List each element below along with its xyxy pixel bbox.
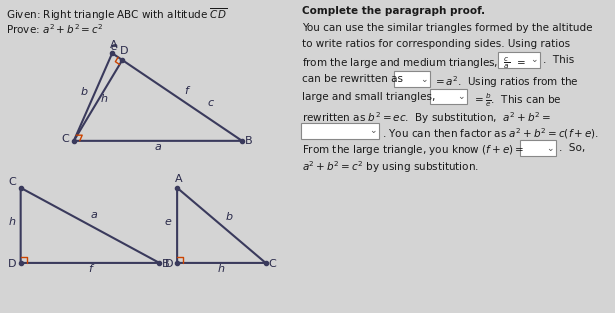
Text: A: A bbox=[175, 174, 183, 184]
Text: Prove: $a^2 + b^2 = c^2$: Prove: $a^2 + b^2 = c^2$ bbox=[6, 22, 104, 36]
Text: B: B bbox=[245, 136, 252, 146]
Text: c: c bbox=[207, 98, 213, 108]
Text: rewritten as $b^2 = ec$.  By substitution,  $a^2 + b^2 =$: rewritten as $b^2 = ec$. By substitution… bbox=[301, 110, 550, 126]
Text: to write ratios for corresponding sides. Using ratios: to write ratios for corresponding sides.… bbox=[301, 39, 569, 49]
Text: a: a bbox=[154, 141, 161, 151]
Text: ⌄: ⌄ bbox=[457, 92, 464, 101]
Text: C: C bbox=[62, 134, 69, 144]
Text: h: h bbox=[9, 217, 15, 227]
Text: .  This: . This bbox=[543, 55, 574, 65]
Text: .  So,: . So, bbox=[559, 143, 585, 153]
Text: e: e bbox=[111, 42, 117, 52]
Text: D: D bbox=[165, 259, 173, 269]
Text: C: C bbox=[9, 177, 16, 187]
Text: C: C bbox=[268, 259, 276, 269]
Text: large and small triangles,: large and small triangles, bbox=[301, 92, 442, 102]
Text: f: f bbox=[88, 264, 92, 274]
Text: From the large triangle, you know $(f + e) = $: From the large triangle, you know $(f + … bbox=[301, 143, 524, 157]
FancyBboxPatch shape bbox=[498, 52, 541, 68]
Text: D: D bbox=[119, 46, 128, 56]
Text: Complete the paragraph proof.: Complete the paragraph proof. bbox=[301, 6, 485, 16]
Text: ⌄: ⌄ bbox=[530, 55, 538, 64]
Text: ⌄: ⌄ bbox=[546, 144, 554, 152]
FancyBboxPatch shape bbox=[520, 140, 557, 156]
FancyBboxPatch shape bbox=[394, 71, 430, 87]
Text: D: D bbox=[8, 259, 17, 269]
Text: can be rewritten as: can be rewritten as bbox=[301, 74, 406, 85]
Text: $a^2 + b^2 = c^2$ by using substitution.: $a^2 + b^2 = c^2$ by using substitution. bbox=[301, 160, 478, 175]
Text: b: b bbox=[225, 212, 232, 222]
Text: A: A bbox=[110, 39, 117, 49]
Text: ⌄: ⌄ bbox=[420, 75, 427, 84]
Text: from the large and medium triangles,  $\frac{c}{a}$  =: from the large and medium triangles, $\f… bbox=[301, 55, 530, 71]
Text: f: f bbox=[184, 85, 188, 95]
FancyBboxPatch shape bbox=[430, 89, 467, 104]
Text: ⌄: ⌄ bbox=[369, 126, 376, 135]
Text: h: h bbox=[100, 94, 108, 104]
Text: $= \frac{b}{e}$.  This can be: $= \frac{b}{e}$. This can be bbox=[469, 92, 562, 109]
Text: b: b bbox=[81, 87, 88, 97]
Text: $= a^2$.  Using ratios from the: $= a^2$. Using ratios from the bbox=[433, 74, 578, 90]
Text: . You can then factor as $a^2 + b^2 = c(f + e)$.: . You can then factor as $a^2 + b^2 = c(… bbox=[382, 126, 599, 141]
Text: B: B bbox=[162, 259, 170, 269]
FancyBboxPatch shape bbox=[301, 123, 379, 139]
Text: h: h bbox=[218, 264, 225, 274]
Text: a: a bbox=[91, 210, 98, 220]
Text: e: e bbox=[165, 217, 172, 227]
Text: You can use the similar triangles formed by the altitude: You can use the similar triangles formed… bbox=[301, 23, 592, 33]
Text: Given: Right triangle ABC with altitude $\overline{CD}$: Given: Right triangle ABC with altitude … bbox=[6, 6, 227, 23]
